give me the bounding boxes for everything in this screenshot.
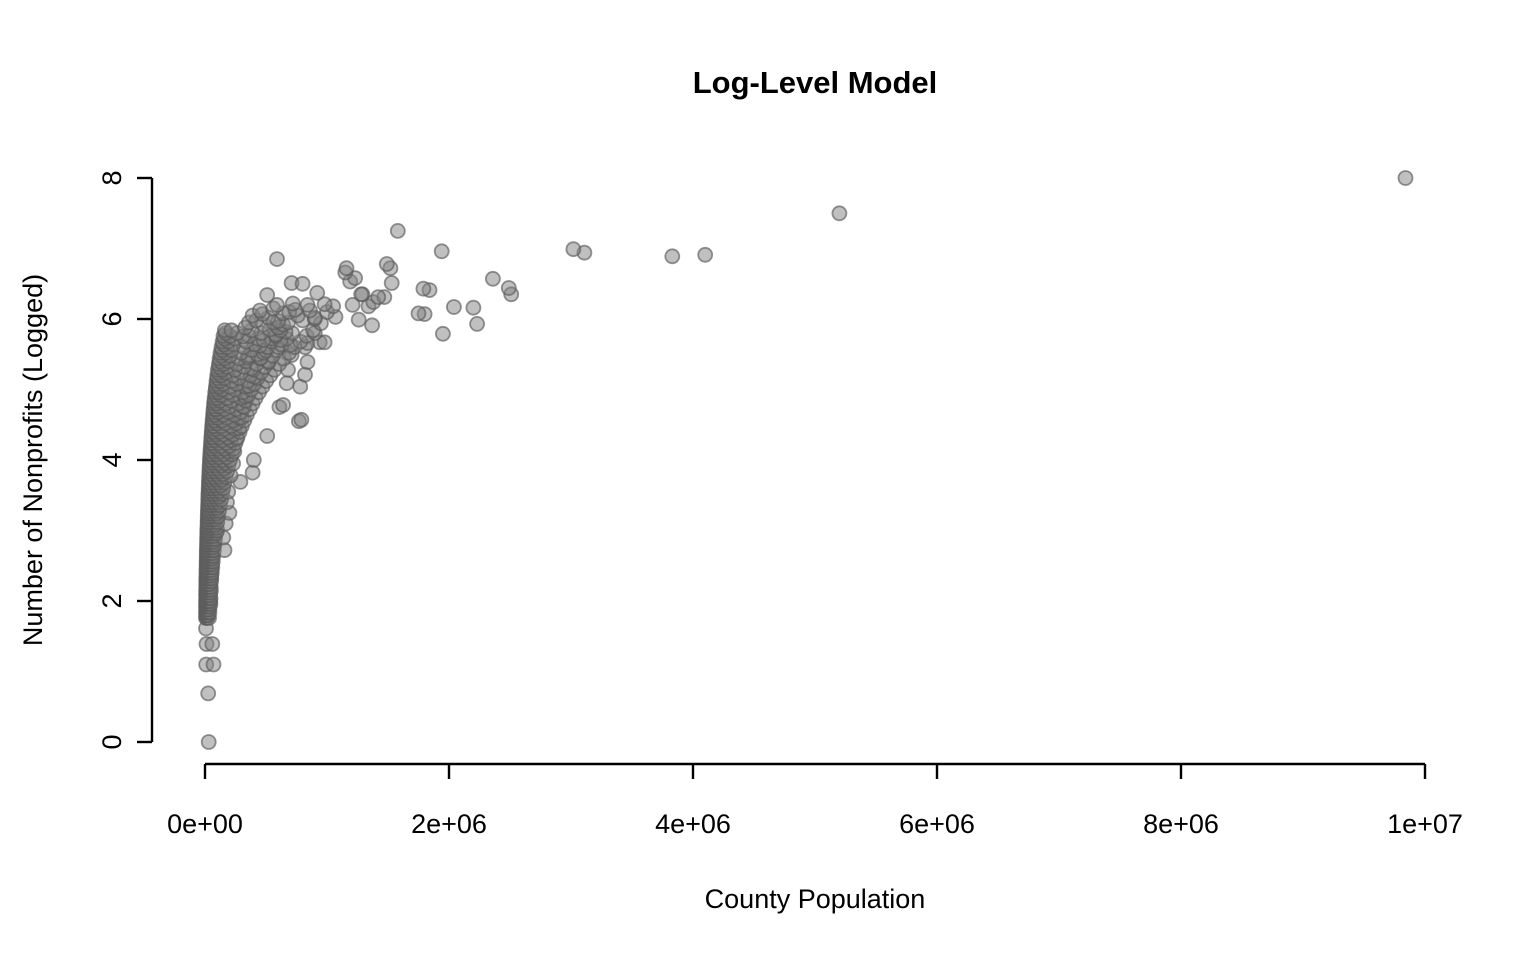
chart-title: Log-Level Model bbox=[693, 65, 938, 100]
data-point bbox=[204, 636, 221, 652]
data-point bbox=[259, 428, 276, 444]
data-point bbox=[297, 366, 313, 383]
data-point bbox=[316, 296, 333, 313]
x-axis: 0e+00 2e+06 4e+06 6e+06 8e+06 1e+07 bbox=[167, 762, 1463, 839]
data-point bbox=[383, 275, 400, 291]
data-point bbox=[433, 243, 450, 260]
x-tick-label: 0e+00 bbox=[167, 809, 243, 839]
y-tick-label: 6 bbox=[97, 311, 127, 326]
data-point bbox=[445, 299, 462, 315]
data-point bbox=[223, 322, 240, 339]
data-point bbox=[245, 452, 262, 468]
x-tick-label: 8e+06 bbox=[1143, 809, 1219, 839]
x-tick-label: 4e+06 bbox=[655, 809, 731, 839]
data-point bbox=[293, 411, 310, 428]
data-point bbox=[565, 241, 582, 258]
y-tick-label: 8 bbox=[97, 170, 127, 185]
data-points-group bbox=[198, 170, 1414, 750]
data-point bbox=[269, 296, 285, 313]
y-axis: 0 2 4 6 8 bbox=[97, 170, 154, 750]
x-tick-label: 1e+07 bbox=[1387, 809, 1463, 839]
data-point bbox=[1397, 170, 1414, 186]
data-point bbox=[299, 354, 316, 370]
y-ticks: 0 2 4 6 8 bbox=[97, 170, 152, 750]
data-point bbox=[410, 305, 427, 322]
x-ticks: 0e+00 2e+06 4e+06 6e+06 8e+06 1e+07 bbox=[167, 764, 1463, 839]
data-point bbox=[484, 270, 501, 287]
data-point bbox=[415, 280, 432, 297]
x-axis-title: County Population bbox=[705, 884, 926, 914]
y-tick-label: 2 bbox=[97, 593, 127, 608]
data-point bbox=[200, 685, 217, 702]
data-point bbox=[259, 287, 276, 303]
data-point bbox=[344, 296, 361, 313]
y-axis-title: Number of Nonprofits (Logged) bbox=[18, 274, 48, 646]
x-tick-label: 2e+06 bbox=[411, 809, 487, 839]
data-point bbox=[284, 295, 301, 312]
data-point bbox=[364, 317, 381, 334]
data-point bbox=[370, 289, 387, 306]
data-point bbox=[200, 734, 217, 750]
data-point bbox=[269, 251, 285, 268]
data-point bbox=[205, 656, 222, 673]
data-point bbox=[831, 205, 848, 222]
data-point bbox=[309, 284, 326, 301]
data-point bbox=[465, 299, 482, 316]
data-point bbox=[500, 280, 517, 296]
data-point bbox=[275, 397, 292, 413]
data-point bbox=[278, 375, 295, 392]
data-point bbox=[350, 311, 367, 328]
data-point bbox=[316, 334, 333, 351]
data-point bbox=[338, 260, 355, 277]
data-point bbox=[434, 325, 451, 342]
data-point bbox=[389, 222, 406, 239]
data-point bbox=[251, 302, 268, 319]
y-tick-label: 0 bbox=[97, 734, 127, 749]
y-tick-label: 4 bbox=[97, 452, 127, 467]
data-point bbox=[378, 256, 395, 272]
data-point bbox=[697, 246, 714, 263]
data-point bbox=[469, 315, 486, 332]
x-tick-label: 6e+06 bbox=[899, 809, 975, 839]
data-point bbox=[353, 286, 370, 303]
data-point bbox=[299, 296, 316, 313]
data-point bbox=[294, 275, 311, 292]
data-point bbox=[664, 248, 681, 265]
